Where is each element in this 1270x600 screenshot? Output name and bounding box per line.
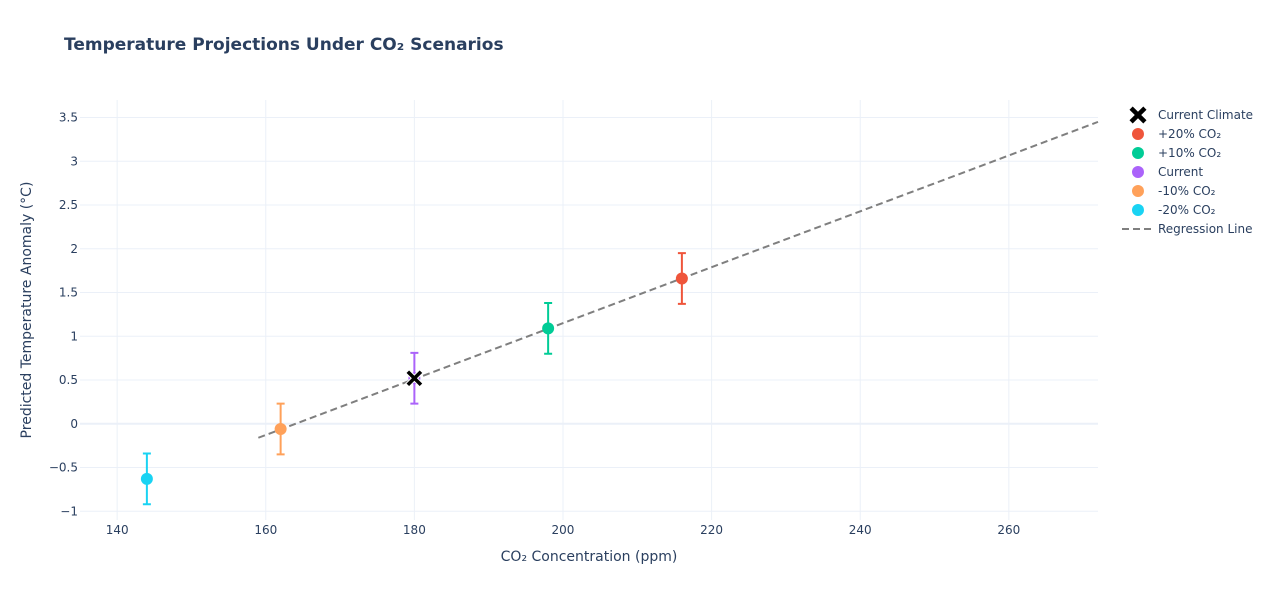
current-climate-marker [405,369,424,388]
x-tick-label: 160 [254,523,277,537]
x-tick-label: 240 [849,523,872,537]
y-tick-label: 1.5 [59,286,78,300]
y-tick-label: 3 [70,154,78,168]
legend-item[interactable]: Regression Line [1122,222,1252,236]
y-tick-label: −0.5 [49,461,78,475]
x-tick-label: 180 [403,523,426,537]
y-tick-label: −1 [60,504,78,518]
chart-title: Temperature Projections Under CO₂ Scenar… [64,35,504,55]
x-tick-label: 140 [106,523,129,537]
x-axis-title: CO₂ Concentration (ppm) [501,549,678,565]
legend-marker [1132,147,1144,159]
series-layer [140,120,1099,506]
legend-item[interactable]: +10% CO₂ [1132,146,1221,160]
legend-marker [1132,185,1144,197]
data-point [274,423,287,435]
x-tick-label: 220 [700,523,723,537]
legend-label: -10% CO₂ [1158,184,1216,198]
regression-line [257,120,1099,439]
y-tick-label: 1 [70,329,78,343]
grid-layer [80,100,1098,520]
legend-marker [1129,106,1147,124]
legend-item[interactable]: +20% CO₂ [1132,127,1221,141]
legend-marker [1132,204,1144,216]
tick-layer: 140 160 180 200 220 240 260 −1 −0.5 0 0.5 1 1.5 2 2.5 3… [49,111,1020,538]
y-tick-label: 2.5 [59,198,78,212]
legend-marker [1132,166,1144,178]
legend-item[interactable]: Current [1132,165,1203,179]
legend-item[interactable]: Current Climate [1129,106,1254,124]
x-tick-label: 200 [552,523,575,537]
y-tick-label: 0 [70,417,78,431]
legend-label: Current [1158,165,1203,179]
legend-item[interactable]: -10% CO₂ [1132,184,1216,198]
y-tick-label: 2 [70,242,78,256]
y-tick-label: 3.5 [59,111,78,125]
legend: Current Climate +20% CO₂ +10% CO₂ Current -1… [1122,106,1254,236]
legend-label: -20% CO₂ [1158,203,1216,217]
x-tick-label: 260 [997,523,1020,537]
legend-label: +10% CO₂ [1158,146,1221,160]
data-point [675,272,688,285]
legend-label: +20% CO₂ [1158,127,1221,141]
y-tick-label: 0.5 [59,373,78,387]
legend-label: Current Climate [1158,108,1253,122]
legend-item[interactable]: -20% CO₂ [1132,203,1216,217]
y-axis-title: Predicted Temperature Anomaly (°C) [19,182,35,439]
legend-label: Regression Line [1158,222,1252,236]
legend-marker [1132,128,1144,140]
data-point [542,322,555,335]
data-point [140,472,153,485]
